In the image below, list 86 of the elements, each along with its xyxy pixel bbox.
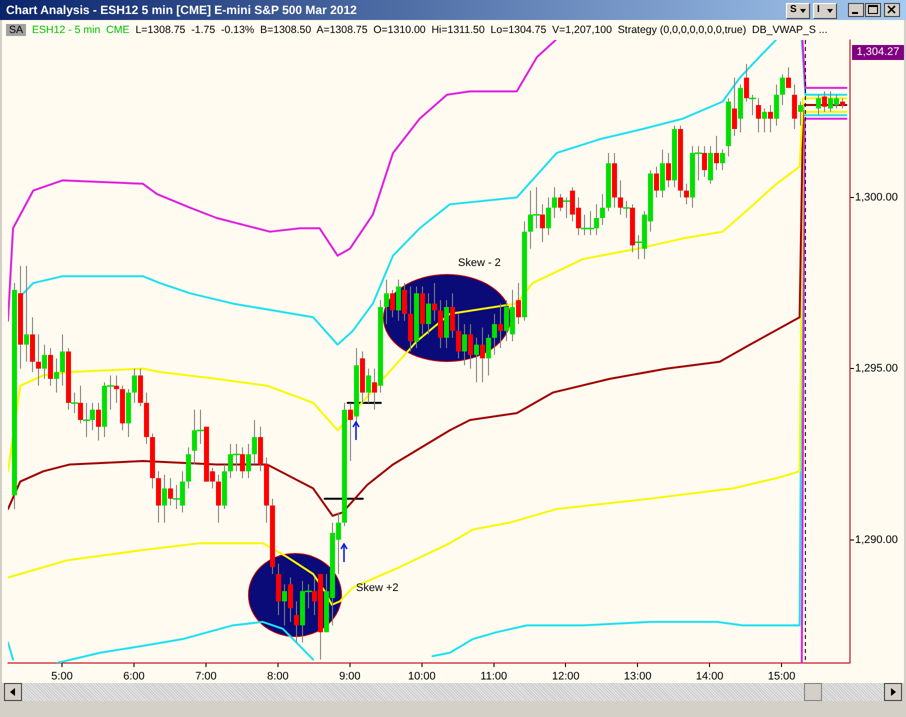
x-tick-label: 6:00 bbox=[123, 670, 145, 683]
candlestick bbox=[54, 358, 59, 394]
candlestick bbox=[702, 146, 707, 178]
candlestick bbox=[600, 194, 605, 226]
candlestick bbox=[366, 368, 371, 404]
candlestick bbox=[720, 149, 725, 171]
candlestick bbox=[456, 313, 461, 359]
candlestick bbox=[78, 385, 83, 424]
candlestick bbox=[714, 135, 719, 171]
candlestick bbox=[246, 443, 251, 479]
candlestick bbox=[348, 402, 353, 462]
candlestick bbox=[402, 282, 407, 322]
candlestick bbox=[396, 279, 401, 322]
candlestick bbox=[96, 402, 101, 441]
x-tick-label: 8:00 bbox=[267, 670, 289, 683]
chart-title: Chart Analysis - ESH12 5 min [CME] E-mini S&P 500 Mar 2012 bbox=[6, 3, 357, 17]
candlestick bbox=[390, 289, 395, 318]
candlestick bbox=[540, 204, 545, 242]
candlestick bbox=[666, 152, 671, 188]
candlestick bbox=[468, 324, 473, 370]
candlestick bbox=[288, 576, 293, 622]
candlestick bbox=[798, 101, 803, 126]
candlestick bbox=[462, 324, 467, 366]
candlestick bbox=[432, 282, 437, 322]
x-tick-label: 15:00 bbox=[768, 670, 796, 683]
candlestick bbox=[282, 584, 287, 626]
candlestick bbox=[216, 474, 221, 524]
candlestick bbox=[684, 183, 689, 205]
candlestick bbox=[24, 265, 29, 362]
candlestick bbox=[762, 108, 767, 133]
candlestick bbox=[36, 334, 41, 386]
x-tick-label: 9:00 bbox=[339, 670, 361, 683]
annotation: Skew - 2 bbox=[458, 257, 501, 269]
x-tick-label: 5:00 bbox=[51, 670, 73, 683]
candlestick bbox=[768, 104, 773, 133]
candlestick bbox=[756, 98, 761, 133]
y-tick-label: 1,300.00 bbox=[855, 191, 898, 204]
candlestick bbox=[252, 419, 257, 465]
candlestick bbox=[618, 180, 623, 216]
text: SA bbox=[6, 24, 26, 36]
candlestick bbox=[240, 446, 245, 479]
candlestick bbox=[498, 303, 503, 349]
candlestick bbox=[42, 344, 47, 380]
chart-subtitle: ESH12 - 5 min CME bbox=[32, 24, 130, 36]
candlestick bbox=[516, 282, 521, 325]
candlestick bbox=[552, 186, 557, 218]
text: S bbox=[790, 4, 797, 15]
text: I bbox=[817, 4, 820, 15]
candlestick bbox=[60, 334, 65, 386]
candlestick bbox=[822, 90, 827, 112]
candlestick bbox=[132, 368, 137, 404]
x-tick-label: 10:00 bbox=[408, 670, 436, 683]
candlestick bbox=[372, 368, 377, 410]
candlestick bbox=[168, 478, 173, 506]
candlestick bbox=[786, 66, 791, 88]
candlestick bbox=[450, 292, 455, 338]
candlestick bbox=[774, 84, 779, 126]
candlestick bbox=[492, 313, 497, 356]
y-tick-label: 1,295.00 bbox=[855, 362, 898, 375]
x-tick-label: 14:00 bbox=[696, 670, 724, 683]
candlestick bbox=[654, 166, 659, 198]
candlestick bbox=[780, 74, 785, 106]
x-tick-label: 12:00 bbox=[552, 670, 580, 683]
candlestick bbox=[480, 327, 485, 383]
x-tick-label: 13:00 bbox=[624, 670, 652, 683]
candlestick bbox=[384, 279, 389, 325]
candlestick bbox=[840, 98, 845, 109]
candlestick bbox=[474, 337, 479, 383]
candlestick bbox=[486, 334, 491, 376]
candlestick bbox=[294, 600, 299, 643]
candlestick bbox=[546, 196, 551, 236]
candlestick bbox=[48, 348, 53, 386]
candlestick bbox=[114, 374, 119, 404]
y-tick-label: 1,290.00 bbox=[855, 534, 898, 546]
text: 1,304.27 bbox=[852, 45, 904, 60]
candlestick bbox=[732, 77, 737, 136]
x-tick-label: 7:00 bbox=[195, 670, 217, 683]
candlestick bbox=[816, 94, 821, 116]
candlestick bbox=[426, 292, 431, 335]
candlestick bbox=[558, 194, 563, 212]
candlestick bbox=[162, 474, 167, 524]
candlestick bbox=[744, 63, 749, 102]
x-tick-label: 11:00 bbox=[480, 670, 508, 683]
annotation: Skew +2 bbox=[356, 582, 398, 594]
candlestick bbox=[792, 84, 797, 130]
text: L=1308.75 -1.75 -0.13% B=1308.50 A=1308.75 O=1310.00 Hi=1311.50 Lo=1304.75 V=1,207,100 Strategy (0,0,0,0,0,0,0,true) DB_VWAP_S ... bbox=[135, 24, 828, 36]
